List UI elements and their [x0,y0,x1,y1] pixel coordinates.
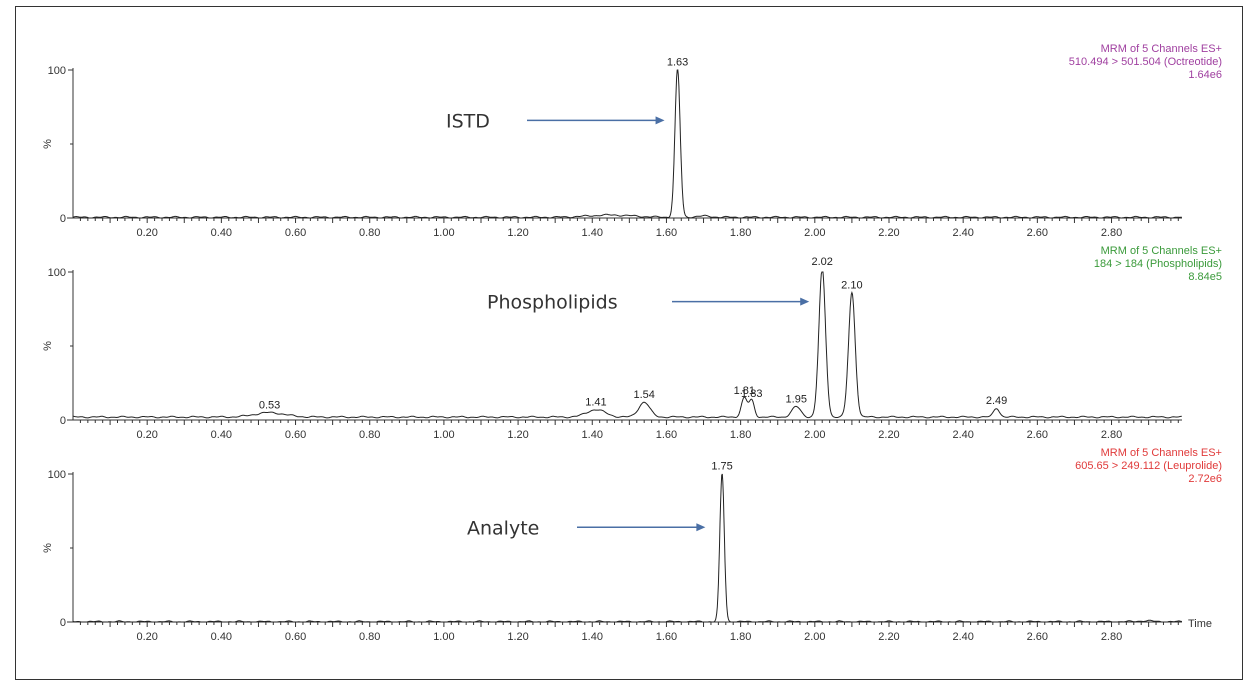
peak-label: 1.81 [734,385,755,397]
y-tick-label: 100 [48,65,66,77]
x-tick-label: 1.20 [507,631,528,643]
x-tick-label: 2.20 [878,429,899,441]
x-tick-label: 1.60 [656,227,677,239]
chromatogram-trace [72,69,1182,219]
x-tick-label: 0.80 [359,227,380,239]
chromatogram-trace [73,271,1182,419]
x-tick-label: 1.20 [507,227,528,239]
x-tick-label: 0.60 [285,429,306,441]
x-tick-label: 1.40 [582,429,603,441]
x-tick-label: 2.60 [1027,429,1048,441]
peak-label: 1.83 [741,388,762,400]
peak-label: 1.95 [786,394,807,406]
peak-label: 2.02 [812,256,833,268]
x-tick-label: 1.80 [730,429,751,441]
peak-label: 0.53 [259,400,280,412]
peak-label: 2.10 [841,280,862,292]
x-tick-label: 0.20 [136,227,157,239]
x-tick-label: 0.40 [211,631,232,643]
annotation-label: ISTD [446,110,490,132]
channel-info-line: MRM of 5 Channels ES+ [1101,245,1222,257]
x-tick-label: 0.40 [211,227,232,239]
annotation-arrow-head [655,116,665,125]
annotation-label: Phospholipids [487,292,618,314]
annotation-arrow-head [696,523,706,532]
x-tick-label: 2.80 [1101,227,1122,239]
x-tick-label: 2.60 [1027,227,1048,239]
y-tick-label: 0 [60,617,66,629]
x-tick-label: 0.40 [211,429,232,441]
x-tick-label: 2.40 [952,227,973,239]
y-tick-label: 0 [60,213,66,225]
y-axis-label: % [42,543,54,553]
channel-info-line: 1.64e6 [1188,69,1222,81]
peak-label: 1.41 [585,397,606,409]
x-tick-label: 0.80 [359,429,380,441]
x-axis-label: Time [1188,618,1212,630]
x-tick-label: 0.60 [285,227,306,239]
x-tick-label: 1.60 [656,631,677,643]
x-tick-label: 1.00 [433,429,454,441]
chart-panel-3: 0 100% 0.20 0.40 0.60 0.80 1.00 1.20 1.40 1.60 1.8… [42,447,1222,643]
annotation-label: Analyte [467,517,539,539]
chromatogram-trace [72,473,1182,623]
channel-info-line: 605.65 > 249.112 (Leuprolide) [1075,460,1222,472]
channel-info-line: MRM of 5 Channels ES+ [1101,447,1222,459]
x-tick-label: 0.20 [136,429,157,441]
x-tick-label: 1.80 [730,631,751,643]
channel-info-line: 8.84e5 [1188,271,1222,283]
x-tick-label: 2.20 [878,631,899,643]
channel-info-line: 184 > 184 (Phospholipids) [1094,258,1222,270]
y-axis-label: % [42,341,54,351]
x-tick-label: 2.80 [1101,429,1122,441]
y-axis-label: % [42,139,54,149]
peak-label: 1.75 [711,461,732,473]
y-tick-label: 100 [48,469,66,481]
x-tick-label: 2.00 [804,429,825,441]
x-tick-label: 1.40 [582,227,603,239]
chart-panel-2: 0 100% 0.20 0.40 0.60 0.80 1.00 1.20 1.40 1.60 1.8… [42,245,1222,441]
channel-info-line: 510.494 > 501.504 (Octreotide) [1069,56,1222,68]
annotation-arrow-head [800,297,810,306]
x-tick-label: 2.40 [952,631,973,643]
x-tick-label: 0.20 [136,631,157,643]
y-tick-label: 0 [60,415,66,427]
x-tick-label: 2.20 [878,227,899,239]
peak-label: 1.54 [633,389,654,401]
x-tick-label: 0.60 [285,631,306,643]
x-tick-label: 2.00 [804,631,825,643]
peak-label: 2.49 [986,395,1007,407]
x-tick-label: 1.60 [656,429,677,441]
x-tick-label: 2.00 [804,227,825,239]
x-tick-label: 0.80 [359,631,380,643]
y-tick-label: 100 [48,267,66,279]
x-tick-label: 2.60 [1027,631,1048,643]
channel-info-line: 2.72e6 [1188,473,1222,485]
x-tick-label: 1.40 [582,631,603,643]
x-tick-label: 1.20 [507,429,528,441]
peak-label: 1.63 [667,56,688,68]
chart-panel-1: 0 100% 0.20 0.40 0.60 0.80 1.00 1.20 1.40 1.60 1.8… [42,43,1222,239]
x-tick-label: 1.00 [433,227,454,239]
x-tick-label: 2.80 [1101,631,1122,643]
x-tick-label: 1.00 [433,631,454,643]
x-tick-label: 1.80 [730,227,751,239]
channel-info-line: MRM of 5 Channels ES+ [1101,43,1222,55]
figure-frame [15,6,1243,680]
x-tick-label: 2.40 [952,429,973,441]
